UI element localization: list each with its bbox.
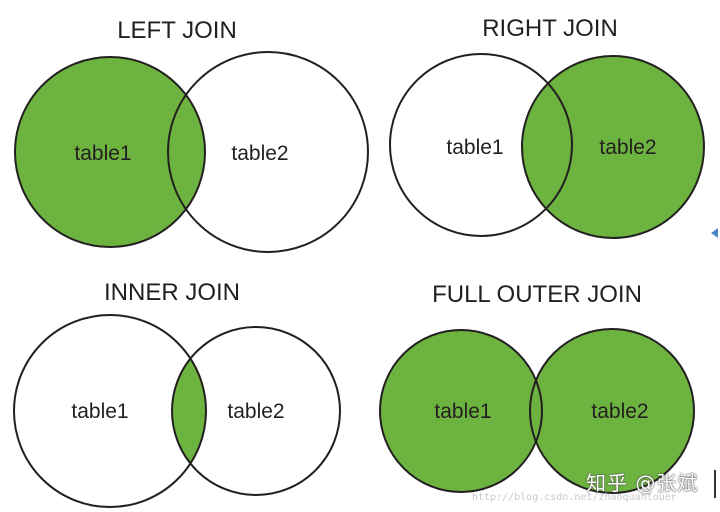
full-outer-join-table1-fill: [380, 330, 542, 492]
right-join-panel: RIGHT JOIN table1 table2: [389, 15, 705, 239]
collapse-arrow-icon[interactable]: [711, 228, 718, 238]
full-outer-join-table2-label: table2: [591, 400, 648, 423]
inner-join-table1-circle: [13, 314, 207, 508]
right-join-table1-circle: [389, 53, 573, 237]
inner-join-table2-label: table2: [227, 400, 284, 423]
inner-join-panel: INNER JOIN table1 table2: [13, 279, 341, 508]
source-url-watermark: http://blog.csdn.net/zhaoquantouer: [472, 492, 677, 503]
right-join-table2-fill: [522, 56, 704, 238]
left-join-table2-circle: [167, 51, 369, 253]
inner-join-table1-label: table1: [71, 400, 128, 423]
right-join-table2-label: table2: [599, 136, 656, 159]
left-join-panel: LEFT JOIN table1 table2: [14, 17, 369, 253]
left-join-table2-label: table2: [231, 142, 288, 165]
full-outer-join-table1-circle: [379, 329, 543, 493]
left-join-title: LEFT JOIN: [117, 17, 237, 44]
full-outer-join-panel: FULL OUTER JOIN table1 table2: [379, 281, 695, 494]
full-outer-join-table2-fill: [530, 329, 694, 493]
full-outer-join-table1-label: table1: [434, 400, 491, 423]
right-join-title: RIGHT JOIN: [482, 15, 618, 42]
inner-join-table2-circle: [171, 326, 341, 496]
text-cursor-icon: [714, 470, 716, 498]
left-join-table1-fill: [15, 57, 205, 247]
left-join-table1-label: table1: [74, 142, 131, 165]
full-outer-join-table2-circle: [529, 328, 695, 494]
inner-join-title: INNER JOIN: [104, 279, 240, 306]
right-join-table1-label: table1: [446, 136, 503, 159]
full-outer-join-title: FULL OUTER JOIN: [432, 281, 642, 308]
right-join-table2-circle: [521, 55, 705, 239]
zhihu-watermark: 知乎 @张斌: [586, 471, 699, 495]
left-join-table1-circle: [14, 56, 206, 248]
